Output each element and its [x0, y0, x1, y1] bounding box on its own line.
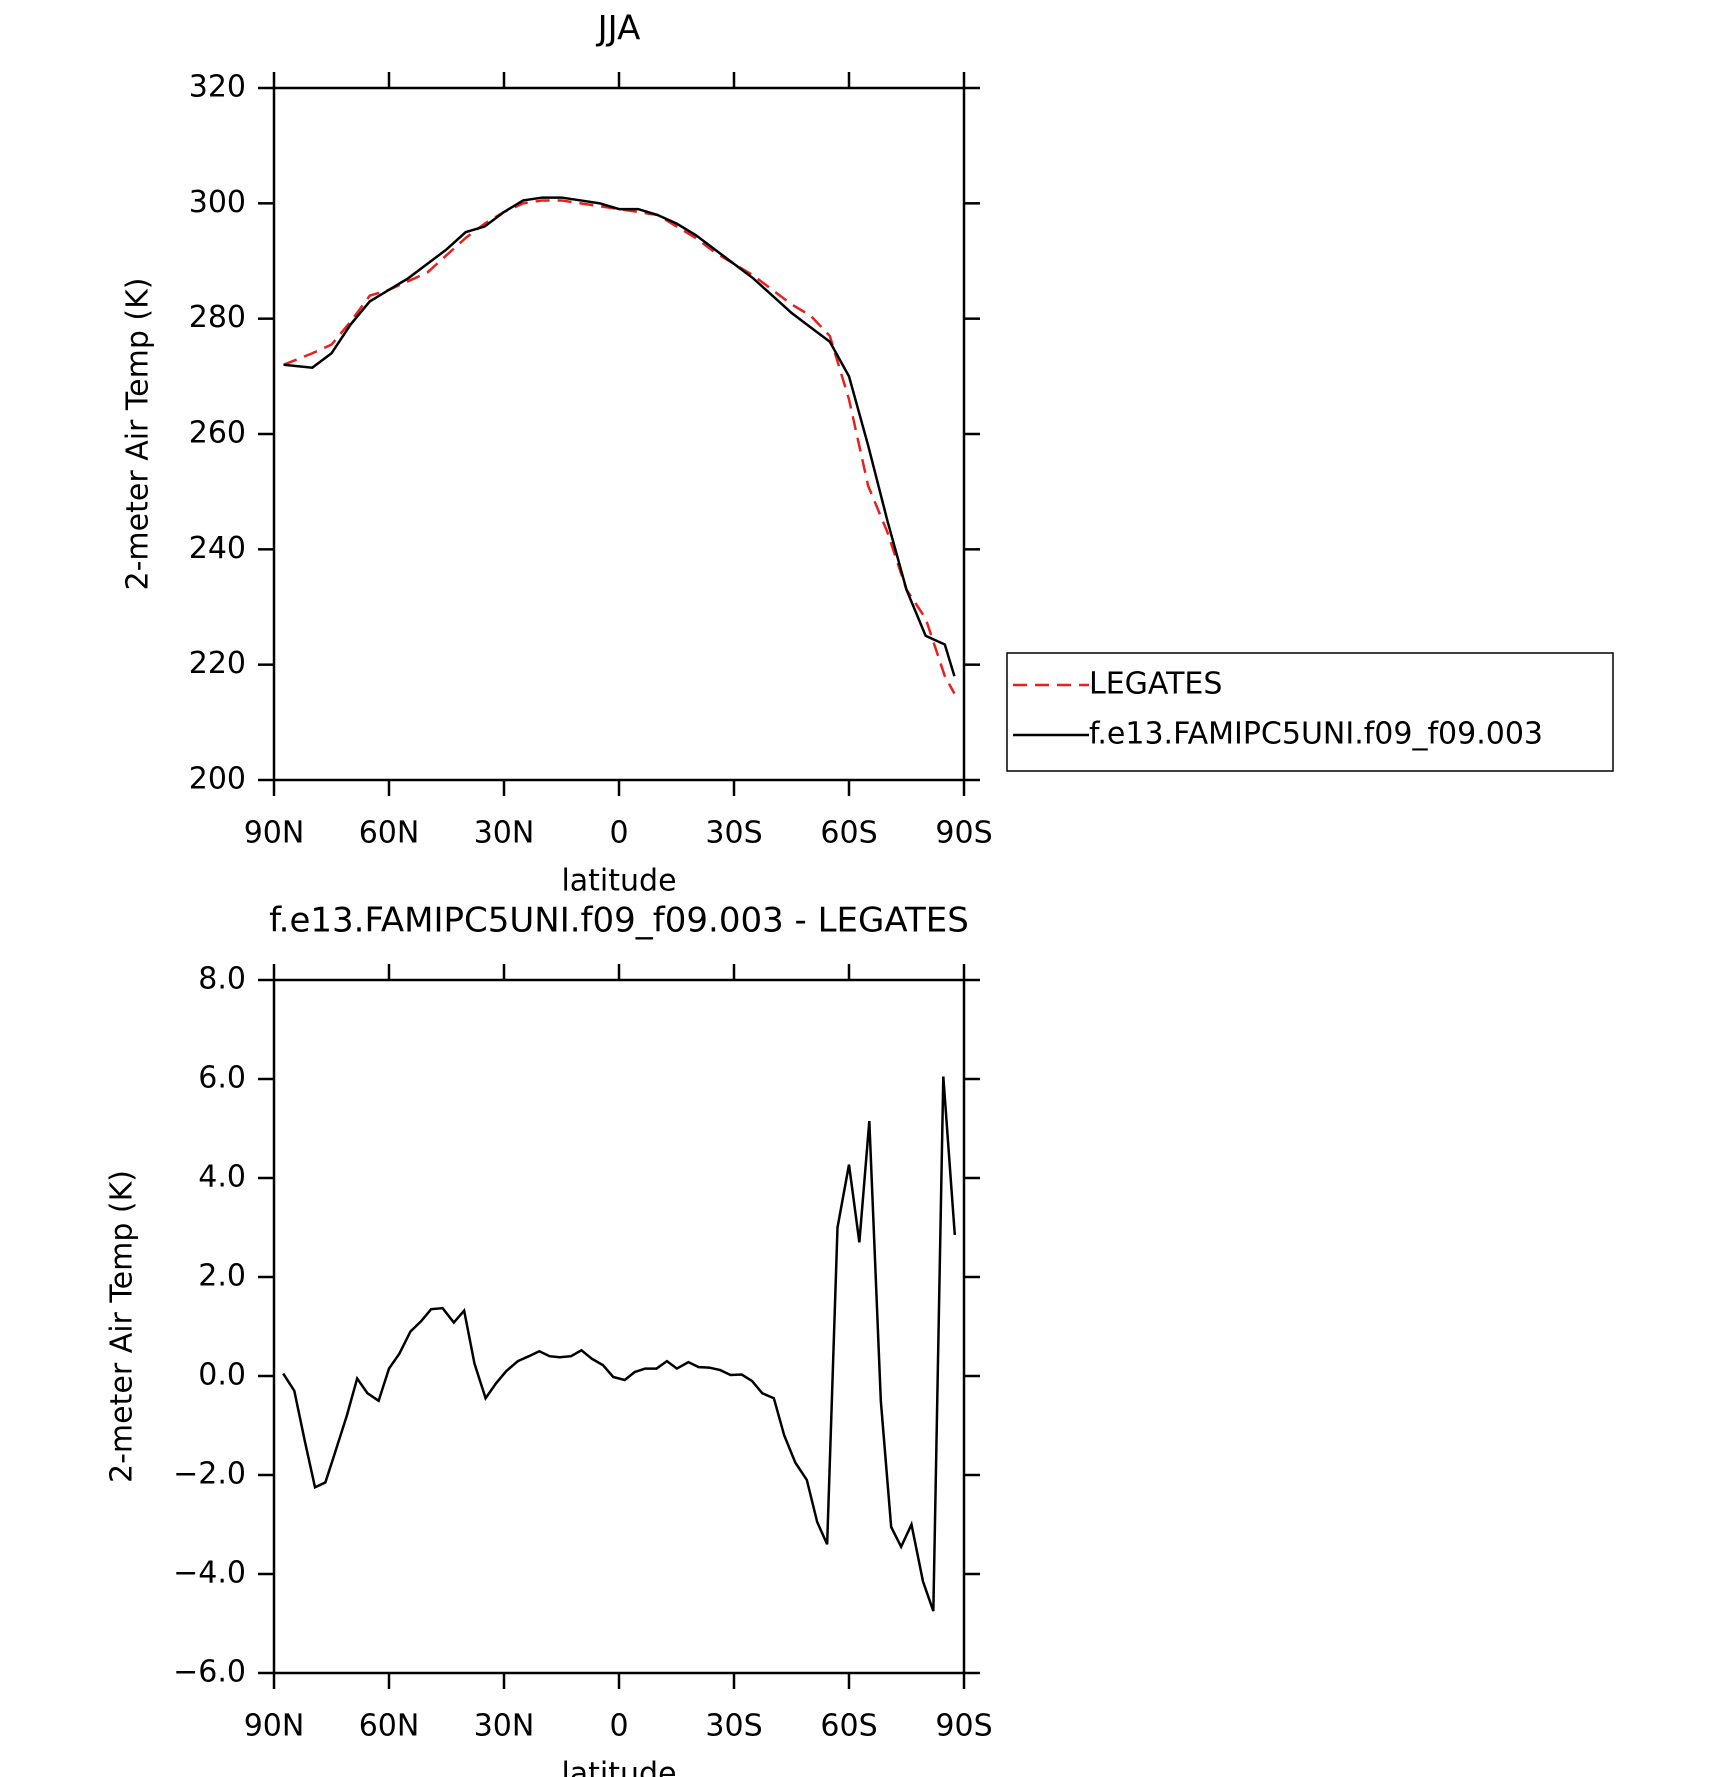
y-tick-label: 4.0	[198, 1160, 246, 1195]
legend-label: f.e13.FAMIPC5UNI.f09_f09.003	[1089, 717, 1543, 752]
y-tick-label: 320	[189, 70, 246, 105]
legend-label: LEGATES	[1089, 667, 1222, 702]
x-tick-label: 60S	[820, 1709, 877, 1744]
x-tick-label: 0	[609, 1709, 628, 1744]
y-tick-label: 6.0	[198, 1061, 246, 1096]
x-tick-label: 30S	[705, 816, 762, 851]
x-tick-label: 60S	[820, 816, 877, 851]
y-tick-label: −2.0	[173, 1457, 246, 1492]
x-tick-label: 90N	[244, 1709, 305, 1744]
data-line	[283, 199, 956, 695]
y-tick-label: −4.0	[173, 1556, 246, 1591]
legend-box	[1006, 652, 1614, 772]
x-tick-label: 90S	[935, 816, 992, 851]
y-tick-label: 0.0	[198, 1358, 246, 1393]
y-tick-label: 220	[189, 646, 246, 681]
x-tick-label: 60N	[359, 1709, 420, 1744]
x-tick-label: 60N	[359, 816, 420, 851]
plot-frame	[272, 86, 966, 782]
x-tick-label: 90S	[935, 1709, 992, 1744]
plot-frame	[272, 978, 966, 1675]
x-axis-label: latitude	[561, 1757, 676, 1777]
y-tick-label: 240	[189, 531, 246, 566]
y-axis-label: 2-meter Air Temp (K)	[105, 1170, 140, 1483]
y-tick-label: 280	[189, 300, 246, 335]
x-tick-label: 30S	[705, 1709, 762, 1744]
x-tick-label: 0	[609, 816, 628, 851]
chart-title: f.e13.FAMIPC5UNI.f09_f09.003 - LEGATES	[269, 901, 969, 941]
y-tick-label: 200	[189, 762, 246, 797]
y-axis-label: 2-meter Air Temp (K)	[121, 278, 156, 591]
x-tick-label: 30N	[474, 1709, 535, 1744]
data-line	[283, 196, 956, 677]
data-line	[282, 1076, 957, 1612]
x-axis-label: latitude	[561, 864, 676, 899]
y-tick-label: 300	[189, 185, 246, 220]
y-tick-label: 8.0	[198, 962, 246, 997]
y-tick-label: 2.0	[198, 1259, 246, 1294]
chart-title: JJA	[596, 9, 641, 49]
y-tick-label: −6.0	[173, 1655, 246, 1690]
x-tick-label: 90N	[244, 816, 305, 851]
y-tick-label: 260	[189, 416, 246, 451]
x-tick-label: 30N	[474, 816, 535, 851]
